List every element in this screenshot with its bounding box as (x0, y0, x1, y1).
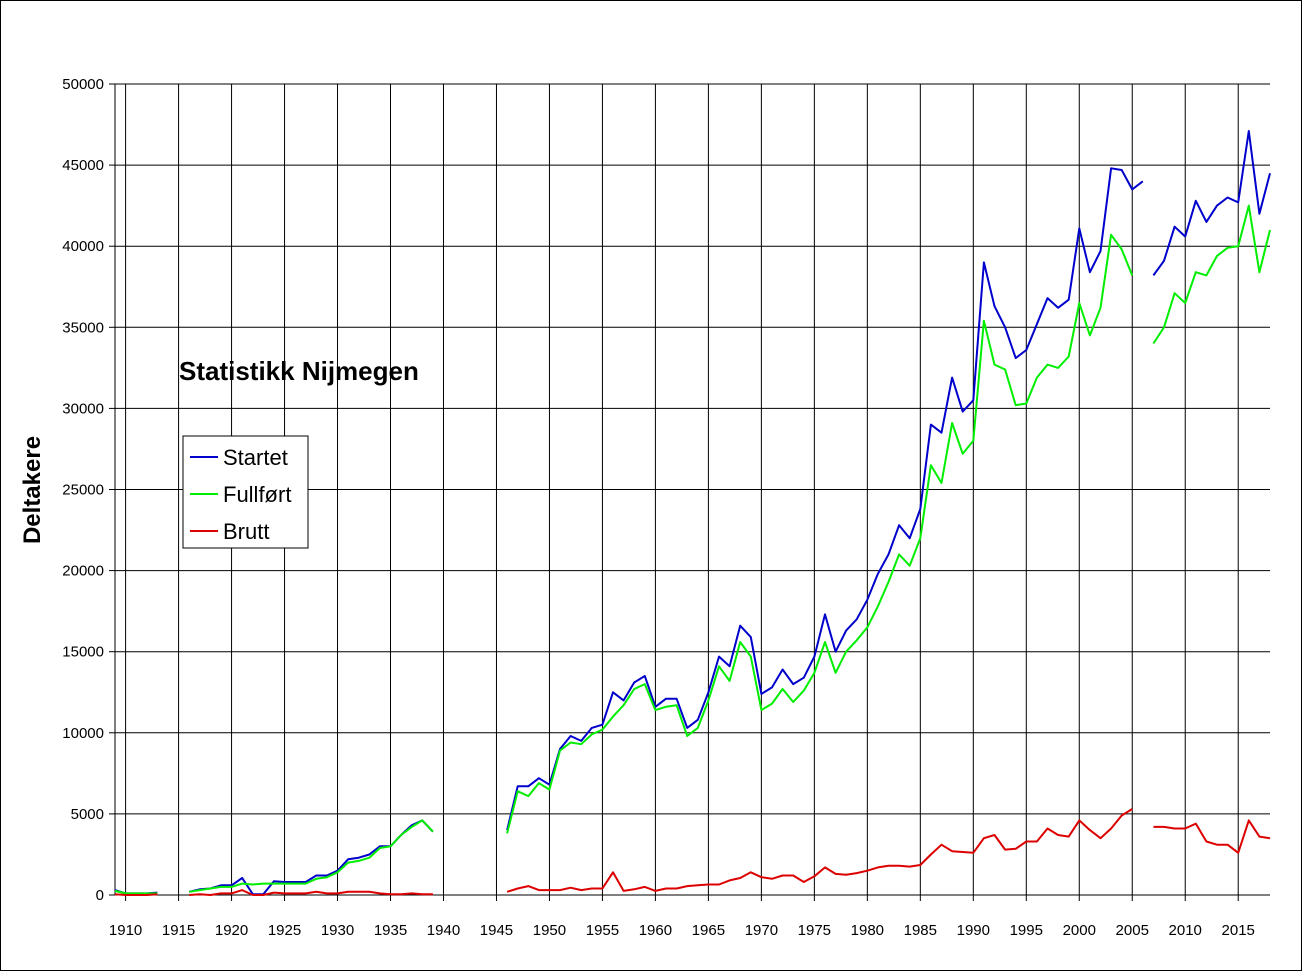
legend: Startet Fullført Brutt (182, 435, 309, 549)
x-tick-label: 1990 (957, 922, 990, 939)
y-tick-label: 15000 (62, 644, 104, 661)
series-line-fullf-rt (189, 819, 434, 893)
x-tick-label: 1915 (162, 922, 195, 939)
x-tick-label: 1960 (639, 922, 672, 939)
x-tick-label: 1950 (533, 922, 566, 939)
x-tick-label: 1945 (480, 922, 513, 939)
x-tick-label: 1910 (109, 922, 142, 939)
y-tick-label: 50000 (62, 76, 104, 93)
x-tick-label: 1925 (268, 922, 301, 939)
series-line-fullf-rt (114, 889, 158, 895)
x-tick-label: 1975 (798, 922, 831, 939)
x-tick-label: 1955 (586, 922, 619, 939)
series-line-startet (506, 167, 1144, 831)
series-line-brutt (114, 893, 158, 896)
x-tick-label: 1965 (692, 922, 725, 939)
x-tick-label: 2000 (1063, 922, 1096, 939)
series-line-fullf-rt (1152, 204, 1271, 345)
y-tick-label: 10000 (62, 725, 104, 742)
y-tick-label: 20000 (62, 563, 104, 580)
series-line-brutt (189, 889, 433, 896)
grid-lines (115, 83, 1270, 895)
y-tick-label: 0 (96, 887, 104, 904)
x-tick-label: 1980 (851, 922, 884, 939)
legend-label-brutt: Brutt (223, 519, 269, 544)
x-tick-label: 1970 (745, 922, 778, 939)
series-line-brutt (506, 808, 1133, 893)
x-tick-label: 2005 (1116, 922, 1149, 939)
x-tick-label: 2015 (1222, 922, 1255, 939)
y-tick-label: 5000 (71, 806, 104, 823)
x-tick-label: 1930 (321, 922, 354, 939)
axes (109, 83, 1270, 901)
x-tick-label: 1995 (1010, 922, 1043, 939)
y-tick-label: 35000 (62, 319, 104, 336)
y-tick-label: 30000 (62, 400, 104, 417)
legend-label-fullf-rt: Fullført (223, 482, 291, 507)
y-tick-label: 25000 (62, 482, 104, 499)
x-tick-label: 1935 (374, 922, 407, 939)
y-tick-label: 40000 (62, 238, 104, 255)
series-lines (114, 130, 1271, 896)
legend-label-startet: Startet (223, 445, 288, 470)
series-line-fullf-rt (506, 233, 1134, 834)
x-tick-label: 1985 (904, 922, 937, 939)
legend-box (182, 435, 309, 549)
x-tick-label: 2010 (1169, 922, 1202, 939)
y-axis-label: Deltakere (19, 436, 46, 544)
series-line-startet (1152, 130, 1271, 276)
y-tick-label: 45000 (62, 157, 104, 174)
chart-title: Statistikk Nijmegen (179, 356, 419, 386)
series-line-startet (188, 819, 434, 896)
tick-labels: 0 5000 10000 15000 20000 25000 30000 35000 40000… (62, 76, 1255, 939)
series-line-brutt (1153, 819, 1271, 854)
x-tick-label: 1920 (215, 922, 248, 939)
x-tick-label: 1940 (427, 922, 460, 939)
